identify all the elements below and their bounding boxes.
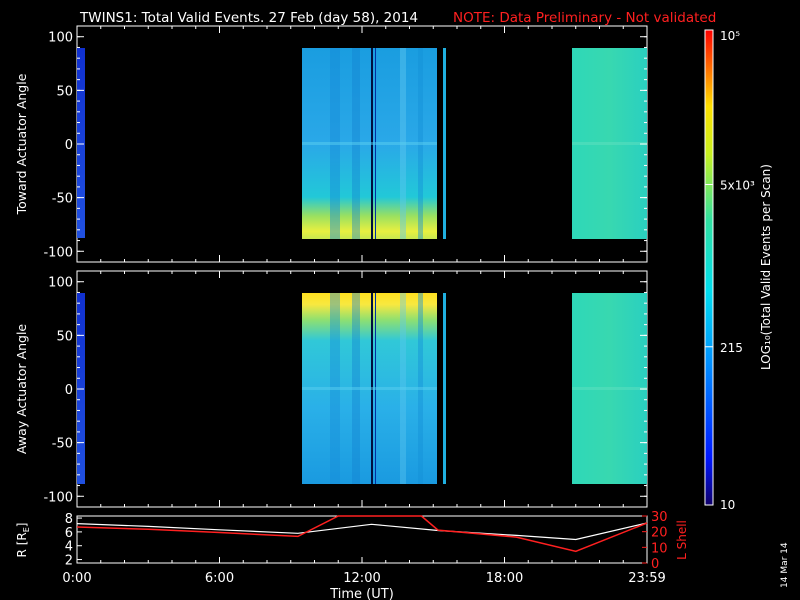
away-tick-label: 100 <box>48 276 73 291</box>
away-equator-band <box>572 387 647 390</box>
x-tick-label: 12:00 <box>343 571 380 586</box>
orbit-x-ticks: 0:00 6:00 12:00 18:00 23:59 <box>62 557 666 586</box>
orbit-left-tick-label: 2 <box>65 554 73 569</box>
r-series-line <box>76 522 648 541</box>
toward-segment-narrow <box>443 48 446 239</box>
orbit-left-axis-label: R [RE] <box>15 523 31 558</box>
toward-tick-label: 0 <box>65 138 73 153</box>
orbit-left-tick-label: 8 <box>65 512 73 527</box>
lshell-series-line <box>76 515 648 553</box>
away-tick-label: 0 <box>65 383 73 398</box>
x-tick-label: 0:00 <box>62 571 91 586</box>
toward-segment-early <box>77 48 85 238</box>
colorbar-ticks: 10 215 5x10³ 10⁵ <box>705 29 755 512</box>
orbit-right-tick-label: 20 <box>651 526 668 541</box>
colorbar-tick-label: 5x10³ <box>720 178 755 192</box>
date-stamp: 14 Mar 14 <box>780 542 790 588</box>
toward-y-axis-label: Toward Actuator Angle <box>14 73 29 215</box>
away-tick-label: -100 <box>43 490 73 505</box>
toward-equator-band <box>302 142 437 145</box>
orbit-right-tick-label: 30 <box>651 510 668 525</box>
away-segment-narrow <box>443 293 446 484</box>
toward-tick-label: 100 <box>48 31 73 46</box>
orbit-right-tick-label: 10 <box>651 541 668 556</box>
away-tick-label: -50 <box>52 437 73 452</box>
colorbar-label: LOG₁₀(Total Valid Events per Scan) <box>759 164 773 370</box>
toward-tick-label: -100 <box>43 245 73 260</box>
toward-tick-label: -50 <box>52 192 73 207</box>
orbit-left-tick-label: 4 <box>65 540 73 555</box>
x-tick-label: 18:00 <box>486 571 523 586</box>
colorbar-gradient <box>704 29 714 506</box>
x-tick-label: 6:00 <box>205 571 234 586</box>
x-axis-label: Time (UT) <box>329 587 394 600</box>
away-y-ticks: 100 50 0 -50 -100 <box>43 271 647 507</box>
colorbar-tick-label: 215 <box>720 341 743 355</box>
data-note: NOTE: Data Preliminary - Not validated <box>453 10 716 26</box>
toward-equator-band <box>572 142 647 145</box>
x-tick-label: 23:59 <box>628 571 665 586</box>
orbit-plot-area <box>76 515 648 564</box>
away-tick-label: 50 <box>56 329 73 344</box>
orbit-right-axis-label: L Shell <box>675 520 689 560</box>
figure-title: TWINS1: Total Valid Events. 27 Feb (day … <box>79 10 418 26</box>
colorbar-tick-label: 10⁵ <box>720 29 740 43</box>
away-equator-band <box>302 387 437 390</box>
toward-y-ticks: 100 50 0 -50 -100 <box>43 26 647 262</box>
colorbar-tick-label: 10 <box>720 498 735 512</box>
orbit-right-tick-label: 0 <box>651 557 659 572</box>
orbit-left-tick-label: 6 <box>65 526 73 541</box>
away-y-axis-label: Away Actuator Angle <box>14 324 29 455</box>
away-panel: 100 50 0 -50 -100 Away Actuator Angle <box>14 270 648 508</box>
toward-panel: 100 50 0 -50 -100 Toward Actuator Angle <box>14 25 648 263</box>
colorbar: 10 215 5x10³ 10⁵ LOG₁₀(Total Valid Events p… <box>704 29 773 512</box>
toward-tick-label: 50 <box>56 84 73 99</box>
